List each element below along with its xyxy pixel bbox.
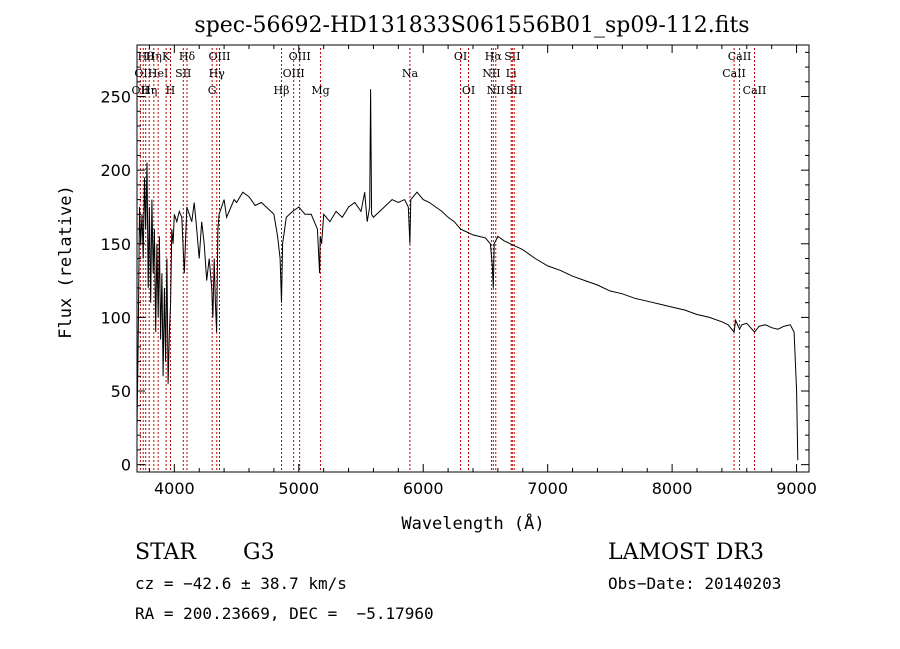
survey-name: LAMOST DR3 xyxy=(608,540,764,565)
y-axis-label: Flux (relative) xyxy=(56,185,76,339)
redshift-cz: cz = −42.6 ± 38.7 km/s xyxy=(135,574,347,593)
spectral-line-label: G xyxy=(208,84,217,97)
emission-line-markers: OIIOIIHθHηHηHeIKHSIIHδGHγOIIIHβOIIIOIIIM… xyxy=(132,48,767,472)
spectral-line-label: OIII xyxy=(208,50,230,63)
x-tick-label: 4000 xyxy=(154,479,195,498)
spectral-line-label: OI xyxy=(462,84,475,97)
object-subclass: G3 xyxy=(243,540,275,565)
chart-title: spec-56692-HD131833S061556B01_sp09-112.f… xyxy=(194,13,749,38)
y-axis-ticks: 0 50 100 150 200 250 xyxy=(100,51,809,475)
spectral-line-label: CaII xyxy=(728,50,752,63)
spectral-line-label: Li xyxy=(506,67,517,80)
spectral-line-label: OII xyxy=(132,84,150,97)
x-tick-label: 9000 xyxy=(776,479,817,498)
spectral-line-label: NII xyxy=(482,67,500,80)
spectral-line-label: OIII xyxy=(289,50,311,63)
y-tick-label: 0 xyxy=(121,456,131,475)
spectral-line-label: SII xyxy=(506,84,522,97)
plot-frame xyxy=(136,44,810,473)
y-tick-label: 150 xyxy=(100,235,131,254)
spectral-line-label: Hγ xyxy=(209,67,226,80)
y-tick-label: 200 xyxy=(100,161,131,180)
spectral-line-label: Na xyxy=(402,67,419,80)
spectral-line-label: CaII xyxy=(743,84,767,97)
y-tick-label: 100 xyxy=(100,308,131,327)
spectral-line-label: Hβ xyxy=(274,84,290,97)
spectral-line-label: OIII xyxy=(283,67,305,80)
observation-date: Obs−Date: 20140203 xyxy=(608,574,782,593)
spectral-line-label: Mg xyxy=(311,84,329,97)
spectral-line-label: Hα xyxy=(485,50,503,63)
spectral-line-label: OI xyxy=(454,50,467,63)
spectral-line-label: Hη xyxy=(146,50,162,63)
spectral-line-label: CaII xyxy=(722,67,746,80)
spectral-line-label: SII xyxy=(175,67,191,80)
spectrum-line xyxy=(136,89,799,461)
spectral-line-label: H xyxy=(166,84,176,97)
spectral-line-label: SII xyxy=(504,50,520,63)
x-axis-ticks: 4000 5000 6000 7000 8000 9000 xyxy=(148,45,817,498)
x-tick-label: 8000 xyxy=(652,479,693,498)
spectral-line-label: OII xyxy=(134,67,152,80)
object-class: STAR xyxy=(135,540,196,565)
spectral-line-label: NII xyxy=(487,84,505,97)
x-tick-label: 5000 xyxy=(278,479,319,498)
spectral-line-label: Hη xyxy=(141,84,157,97)
ra-dec-coordinates: RA = 200.23669, DEC = −5.17960 xyxy=(135,604,434,623)
x-tick-label: 6000 xyxy=(403,479,444,498)
spectral-line-label: Hθ xyxy=(138,50,155,63)
y-tick-label: 250 xyxy=(100,88,131,107)
x-tick-label: 7000 xyxy=(527,479,568,498)
spectral-line-label: HeI xyxy=(148,67,168,80)
y-tick-label: 50 xyxy=(111,382,131,401)
spectral-line-label: Hδ xyxy=(179,50,196,63)
x-axis-label: Wavelength (Å) xyxy=(401,512,544,534)
spectral-line-label: K xyxy=(162,50,171,63)
